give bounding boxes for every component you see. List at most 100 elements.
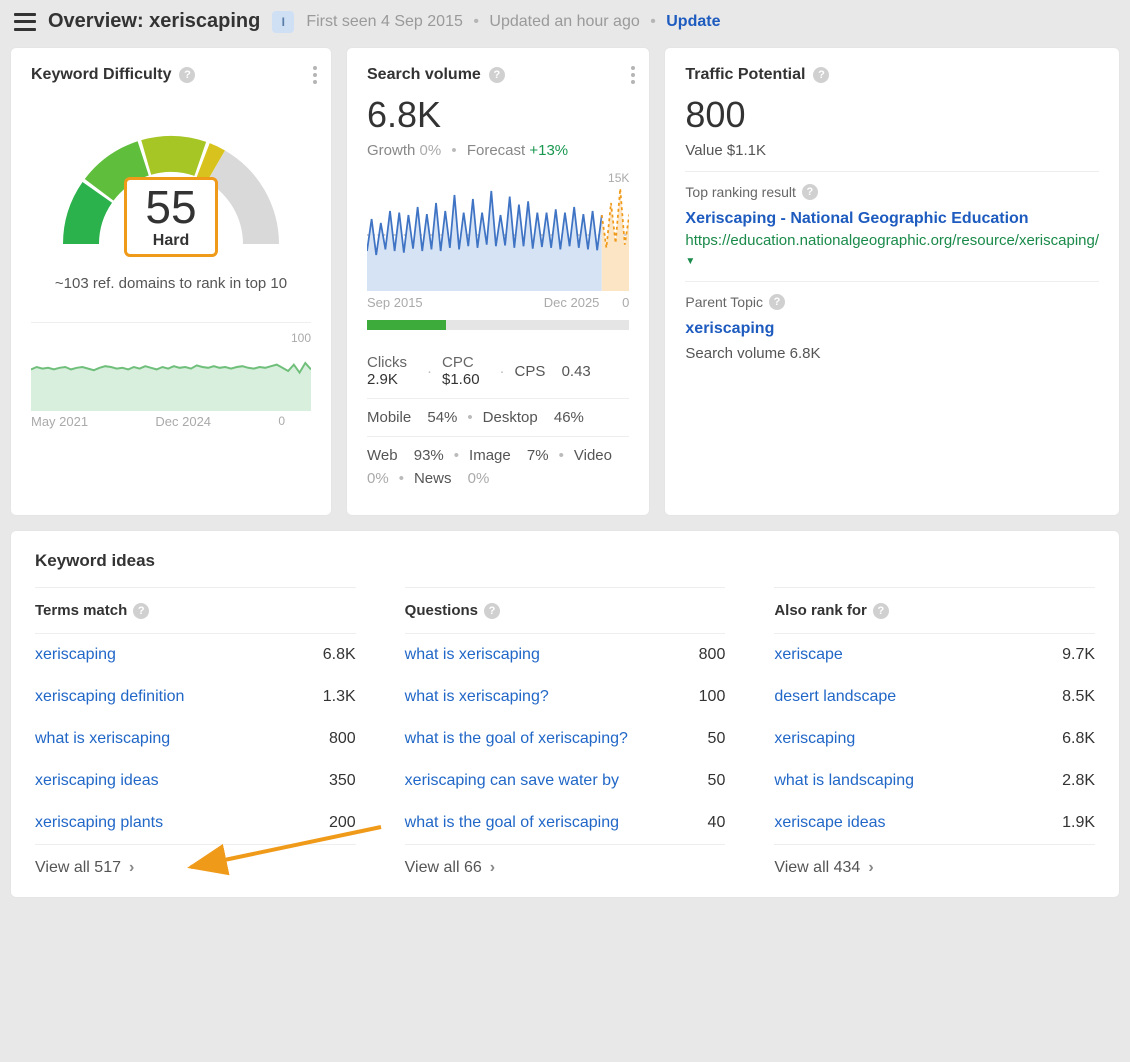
keyword-link[interactable]: what is the goal of xeriscaping? xyxy=(405,730,628,748)
sv-subline: Growth 0% • Forecast +13% xyxy=(367,142,629,159)
keyword-row: xeriscaping can save water by 50 xyxy=(405,760,726,802)
info-badge[interactable]: I xyxy=(272,11,294,33)
tp-top-result-url[interactable]: https://education.nationalgeographic.org… xyxy=(685,230,1099,269)
help-icon[interactable]: ? xyxy=(769,294,785,310)
keyword-volume: 350 xyxy=(329,772,356,790)
sv-scale-top: 15K xyxy=(608,171,629,185)
sv-scale-bot: 0 xyxy=(622,295,629,310)
kd-subtext: ~103 ref. domains to rank in top 10 xyxy=(31,275,311,292)
sv-row-clicks: Clicks 2.9K · CPC $1.60 · CPS 0.43 xyxy=(367,344,629,398)
keyword-link[interactable]: what is xeriscaping? xyxy=(405,688,549,706)
keyword-link[interactable]: xeriscape xyxy=(774,646,842,664)
keyword-row: xeriscaping6.8K xyxy=(774,718,1095,760)
tp-parent-label: Parent Topic ? xyxy=(685,294,1099,310)
keyword-volume: 100 xyxy=(699,688,726,706)
keyword-link[interactable]: what is the goal of xeriscaping xyxy=(405,814,619,832)
keyword-row: xeriscape ideas 1.9K xyxy=(774,802,1095,844)
ideas-column: Terms match?xeriscaping6.8Kxeriscaping d… xyxy=(11,587,380,877)
card-search-volume: Search volume ? 6.8K Growth 0% • Forecas… xyxy=(346,47,650,516)
tp-parent-topic-link[interactable]: xeriscaping xyxy=(685,318,1099,340)
keyword-link[interactable]: xeriscape ideas xyxy=(774,814,885,832)
keyword-row: xeriscaping definition1.3K xyxy=(35,676,356,718)
kd-label: Hard xyxy=(145,232,196,250)
kd-mini-chart: 100 May 2021 Dec 2024 0 xyxy=(31,322,311,432)
more-icon[interactable] xyxy=(313,66,317,84)
sv-date-end: Dec 2025 xyxy=(544,295,600,310)
sv-row-type: Web 93% • Image 7% • Video 0% • News 0% xyxy=(367,436,629,497)
keyword-volume: 2.8K xyxy=(1062,772,1095,790)
tp-value: 800 xyxy=(685,94,1099,136)
chevron-right-icon: › xyxy=(129,859,134,877)
keyword-link[interactable]: xeriscaping xyxy=(35,646,116,664)
help-icon[interactable]: ? xyxy=(813,67,829,83)
help-icon[interactable]: ? xyxy=(484,603,500,619)
keyword-link[interactable]: what is landscaping xyxy=(774,772,914,790)
kd-title: Keyword Difficulty xyxy=(31,66,171,84)
keyword-row: what is the goal of xeriscaping 40 xyxy=(405,802,726,844)
ideas-column-header: Also rank for? xyxy=(774,587,1095,634)
keyword-link[interactable]: xeriscaping plants xyxy=(35,814,163,832)
update-link[interactable]: Update xyxy=(666,13,720,30)
help-icon[interactable]: ? xyxy=(873,603,889,619)
keyword-row: xeriscaping plants 200 xyxy=(35,802,356,844)
tp-top-result-link[interactable]: Xeriscaping - National Geographic Educat… xyxy=(685,208,1099,230)
help-icon[interactable]: ? xyxy=(133,603,149,619)
view-all-link[interactable]: View all 66› xyxy=(405,844,726,877)
keyword-link[interactable]: xeriscaping definition xyxy=(35,688,184,706)
sv-chart: 15K xyxy=(367,171,629,291)
keyword-volume: 50 xyxy=(708,730,726,748)
keyword-row: what is xeriscaping 800 xyxy=(35,718,356,760)
sv-progress xyxy=(367,320,629,330)
caret-down-icon[interactable]: ▼ xyxy=(685,255,695,269)
keyword-link[interactable]: xeriscaping can save water by xyxy=(405,772,619,790)
keyword-row: what is xeriscaping800 xyxy=(405,634,726,676)
help-icon[interactable]: ? xyxy=(802,184,818,200)
keyword-volume: 200 xyxy=(329,814,356,832)
help-icon[interactable]: ? xyxy=(489,67,505,83)
keyword-row: xeriscaping6.8K xyxy=(35,634,356,676)
kd-mini-date-end: Dec 2024 xyxy=(155,414,211,429)
more-icon[interactable] xyxy=(631,66,635,84)
keyword-row: desert landscape 8.5K xyxy=(774,676,1095,718)
card-traffic-potential: Traffic Potential ? 800 Value $1.1K Top … xyxy=(664,47,1120,516)
view-all-link[interactable]: View all 517› xyxy=(35,844,356,877)
keyword-link[interactable]: xeriscaping xyxy=(774,730,855,748)
keyword-volume: 8.5K xyxy=(1062,688,1095,706)
help-icon[interactable]: ? xyxy=(179,67,195,83)
tp-title: Traffic Potential xyxy=(685,66,805,84)
kd-score-box: 55 Hard xyxy=(124,177,217,257)
ideas-column: Questions?what is xeriscaping800what is … xyxy=(380,587,750,877)
keyword-row: what is xeriscaping? 100 xyxy=(405,676,726,718)
kd-mini-scale-top: 100 xyxy=(291,331,311,345)
view-all-link[interactable]: View all 434› xyxy=(774,844,1095,877)
keyword-link[interactable]: xeriscaping ideas xyxy=(35,772,159,790)
first-seen: First seen 4 Sep 2015 xyxy=(306,13,463,30)
kd-score: 55 xyxy=(145,184,196,230)
page-title: Overview: xeriscaping xyxy=(48,10,260,33)
kd-mini-date-start: May 2021 xyxy=(31,414,88,429)
keyword-link[interactable]: desert landscape xyxy=(774,688,896,706)
sv-row-device: Mobile 54% • Desktop 46% xyxy=(367,398,629,436)
keyword-volume: 50 xyxy=(708,772,726,790)
keyword-volume: 1.9K xyxy=(1062,814,1095,832)
ideas-column-header: Questions? xyxy=(405,587,726,634)
keyword-row: xeriscape9.7K xyxy=(774,634,1095,676)
sv-date-start: Sep 2015 xyxy=(367,295,423,310)
keyword-link[interactable]: what is xeriscaping xyxy=(35,730,170,748)
menu-icon[interactable] xyxy=(14,13,36,31)
chevron-right-icon: › xyxy=(868,859,873,877)
chevron-right-icon: › xyxy=(490,859,495,877)
keyword-ideas-panel: Keyword ideas Terms match?xeriscaping6.8… xyxy=(10,530,1120,898)
keyword-volume: 800 xyxy=(329,730,356,748)
tp-top-label: Top ranking result ? xyxy=(685,184,1099,200)
keyword-volume: 40 xyxy=(708,814,726,832)
updated-ago: Updated an hour ago xyxy=(489,13,639,30)
sv-title: Search volume xyxy=(367,66,481,84)
ideas-column-header: Terms match? xyxy=(35,587,356,634)
ideas-column: Also rank for?xeriscape9.7Kdesert landsc… xyxy=(749,587,1119,877)
kd-gauge: 55 Hard xyxy=(31,94,311,347)
card-keyword-difficulty: Keyword Difficulty ? 55 Hard ~103 ref. d… xyxy=(10,47,332,516)
top-bar: Overview: xeriscaping I First seen 4 Sep… xyxy=(0,0,1130,47)
tp-parent-sv: Search volume 6.8K xyxy=(685,345,1099,362)
keyword-link[interactable]: what is xeriscaping xyxy=(405,646,540,664)
